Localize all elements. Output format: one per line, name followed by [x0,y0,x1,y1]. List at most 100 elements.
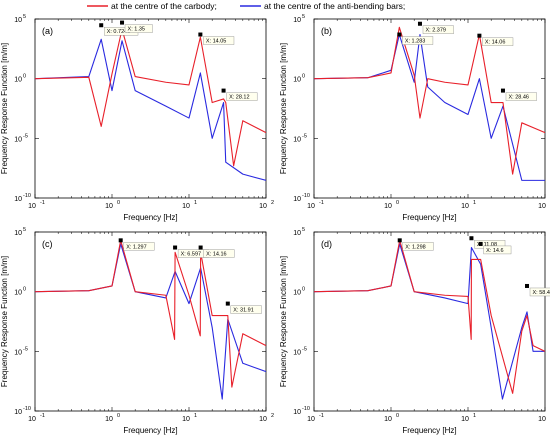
datatip-box [529,287,550,297]
x-tick-exponent: -1 [319,413,324,419]
y-tick-label: 10 [293,230,301,237]
datatip-label: X: 11.08 [477,242,497,248]
x-tick-exponent: 0 [117,200,120,206]
x-tick-exponent: 2 [271,200,274,206]
x-tick-label: 10 [28,203,36,210]
datatip: X: 14.06 [477,33,514,46]
datatip-label: X: 1.35 [128,27,145,33]
x-tick-exponent: -1 [40,413,45,419]
x-tick-exponent: 0 [117,413,120,419]
y-tick-exponent: 0 [302,287,305,293]
y-tick-exponent: 5 [302,14,305,20]
plot-frame [34,18,267,199]
datatip-marker [478,241,483,246]
datatip-marker [469,236,474,241]
datatip: X: 28.46 [500,88,537,101]
datatip-label: X: 1.283 [405,39,426,45]
y-tick-label: 10 [14,349,22,356]
datatip: X: 28.12 [221,88,258,101]
x-tick-label: 10 [105,203,113,210]
x-tick-exponent: 1 [194,200,197,206]
datatip: X: 2.379 [417,21,454,34]
datatip-marker [225,301,230,306]
y-tick-label: 10 [293,290,301,297]
x-tick-exponent: 0 [396,413,399,419]
datatip-box [483,245,512,255]
y-axis-label: Frequency Response Function [m/m] [0,43,9,174]
datatip-box [203,36,235,45]
datatip-marker [198,32,203,37]
carbody-series-line [314,239,545,394]
datatip-box [402,36,434,45]
panel-label: (c) [42,239,53,249]
x-tick-label: 10 [461,416,469,423]
y-tick-label: 10 [293,409,301,416]
y-tick-exponent: 5 [302,227,305,233]
legend-red-label: at the centre of the carbody; [111,1,217,11]
y-tick-label: 10 [14,290,22,297]
datatip-marker [198,245,203,250]
y-tick-exponent: 0 [302,74,305,80]
datatip-label: X: 14.6 [486,248,503,254]
plot-frame [313,231,546,412]
datatip-marker [477,33,482,38]
x-tick-label: 10 [384,203,392,210]
y-tick-label: 10 [14,230,22,237]
datatip-label: X: 28.12 [229,95,250,101]
x-tick-exponent: 2 [271,413,274,419]
datatip-box [123,242,155,251]
datatip-label: X: 14.05 [206,39,227,45]
x-tick-exponent: 0 [396,200,399,206]
datatip-box [203,249,235,258]
datatip-box [505,92,537,101]
y-tick-exponent: -5 [23,133,28,139]
y-tick-exponent: 5 [23,14,26,20]
y-tick-exponent: -10 [23,406,31,412]
x-tick-label: 10 [384,416,392,423]
series-group [35,239,266,400]
x-tick-label: 10 [307,416,315,423]
legend-blue-label: at the centre of the anti-bending bars; [264,1,405,11]
y-tick-exponent: 5 [23,227,26,233]
datatip: X: 1.283 [397,32,434,45]
y-tick-exponent: -10 [302,193,310,199]
x-axis-label: Frequency [Hz] [123,213,177,222]
x-tick-label: 10 [538,203,546,210]
datatip: X: 31.91 [225,301,262,314]
series-group [314,26,545,181]
panel-label: (d) [321,239,332,249]
datatip-marker [173,245,178,250]
carbody-series-line [314,26,545,175]
series-group [35,28,266,181]
datatip-box [422,25,454,34]
x-axis-label: Frequency [Hz] [123,426,177,435]
x-tick-label: 10 [461,203,469,210]
x-tick-label: 10 [538,416,546,423]
x-tick-exponent: 1 [473,200,476,206]
x-tick-label: 10 [182,203,190,210]
y-tick-label: 10 [293,17,301,24]
datatip: X: 14.6 [478,241,512,255]
datatip-marker [118,238,123,243]
y-tick-label: 10 [293,349,301,356]
y-tick-label: 10 [14,77,22,84]
datatip-box [402,242,434,251]
y-tick-exponent: 0 [23,74,26,80]
datatip: X: 1.297 [118,238,155,251]
y-axis-label: Frequency Response Function [m/m] [279,256,288,387]
datatip: X: 14.05 [198,32,235,45]
datatip-marker [397,32,402,37]
carbody-series-line [35,239,266,388]
datatip-marker [221,88,226,93]
x-axis-label: Frequency [Hz] [402,426,456,435]
datatip-label: X: 58.4 [533,290,550,296]
datatip-label: X: 2.379 [425,28,446,34]
plot-frame [313,18,546,199]
x-tick-label: 10 [259,416,267,423]
y-tick-exponent: -10 [23,193,31,199]
